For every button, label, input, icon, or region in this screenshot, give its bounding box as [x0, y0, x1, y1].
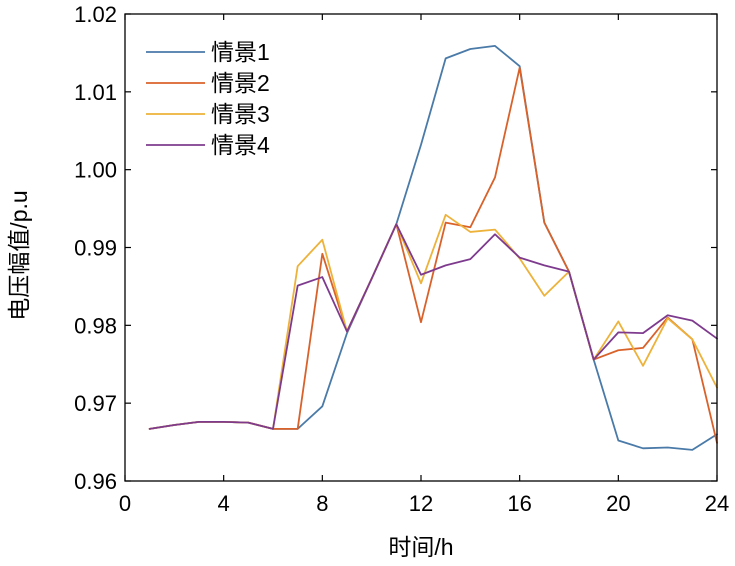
x-tick-label: 20: [606, 491, 630, 516]
y-axis-label: 电压幅值/p.u: [6, 190, 32, 320]
x-tick-label: 12: [409, 491, 433, 516]
series-line-3: [148, 213, 718, 430]
x-tick-label: 4: [218, 491, 230, 516]
legend-label-2: 情景2: [211, 70, 270, 96]
y-tick-label: 0.99: [74, 236, 117, 261]
x-tick-label: 0: [119, 491, 131, 516]
y-tick-label: 0.96: [74, 469, 117, 494]
series-line-4: [148, 223, 718, 430]
y-tick-label: 1.00: [74, 158, 117, 183]
series-layer: [148, 45, 718, 451]
legend-label-1: 情景1: [211, 39, 270, 65]
x-tick-label: 16: [507, 491, 531, 516]
y-tick-label: 0.98: [74, 313, 117, 338]
legend-label-3: 情景3: [211, 101, 270, 127]
y-tick-label: 0.97: [74, 391, 117, 416]
legend: 情景1 情景2 情景3 情景4: [146, 39, 270, 158]
x-tick-label: 24: [705, 491, 729, 516]
y-tick-label: 1.01: [74, 80, 117, 105]
x-axis-label: 时间/h: [388, 534, 453, 560]
y-tick-label: 1.02: [74, 2, 117, 27]
ticks-layer: 0 4 8 12 16 20 24 0.96 0.97 0.98 0.99 1.00 1.01 1.02: [74, 2, 729, 516]
x-tick-label: 8: [316, 491, 328, 516]
legend-label-4: 情景4: [211, 132, 270, 158]
